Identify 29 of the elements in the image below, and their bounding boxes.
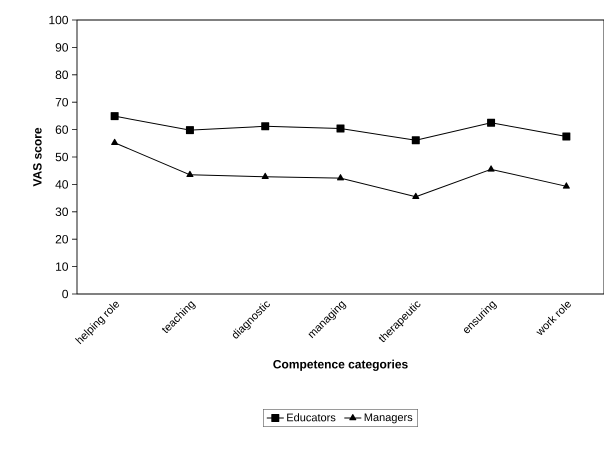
point — [487, 118, 496, 127]
y-tick-label: 0 — [62, 290, 68, 298]
x-axis-title: Competence categories — [273, 360, 408, 371]
y-tick-label: 50 — [56, 152, 68, 162]
point — [186, 170, 194, 178]
y-tick-label: 90 — [56, 43, 68, 52]
y-tick-label: 70 — [56, 98, 68, 106]
y-tick-label: 20 — [56, 234, 68, 244]
legend-label: Managers — [364, 413, 412, 424]
point — [488, 165, 495, 172]
point — [261, 122, 270, 130]
y-tick-label: 10 — [56, 262, 68, 271]
y-tick-label: 80 — [56, 70, 68, 80]
point — [111, 138, 118, 145]
point — [262, 172, 269, 179]
point — [110, 112, 119, 120]
y-tick-label: 40 — [55, 180, 68, 189]
y-tick-label: 30 — [56, 208, 68, 216]
point — [186, 126, 194, 134]
point — [336, 174, 344, 180]
y-tick-label: 100 — [49, 16, 68, 24]
point — [562, 182, 570, 189]
y-axis-title: VAS score — [33, 128, 42, 186]
legend-label: Educators — [287, 413, 336, 422]
point — [562, 132, 570, 140]
point — [412, 192, 420, 199]
point — [412, 136, 420, 144]
y-tick-label: 60 — [56, 125, 68, 134]
point — [336, 124, 345, 133]
